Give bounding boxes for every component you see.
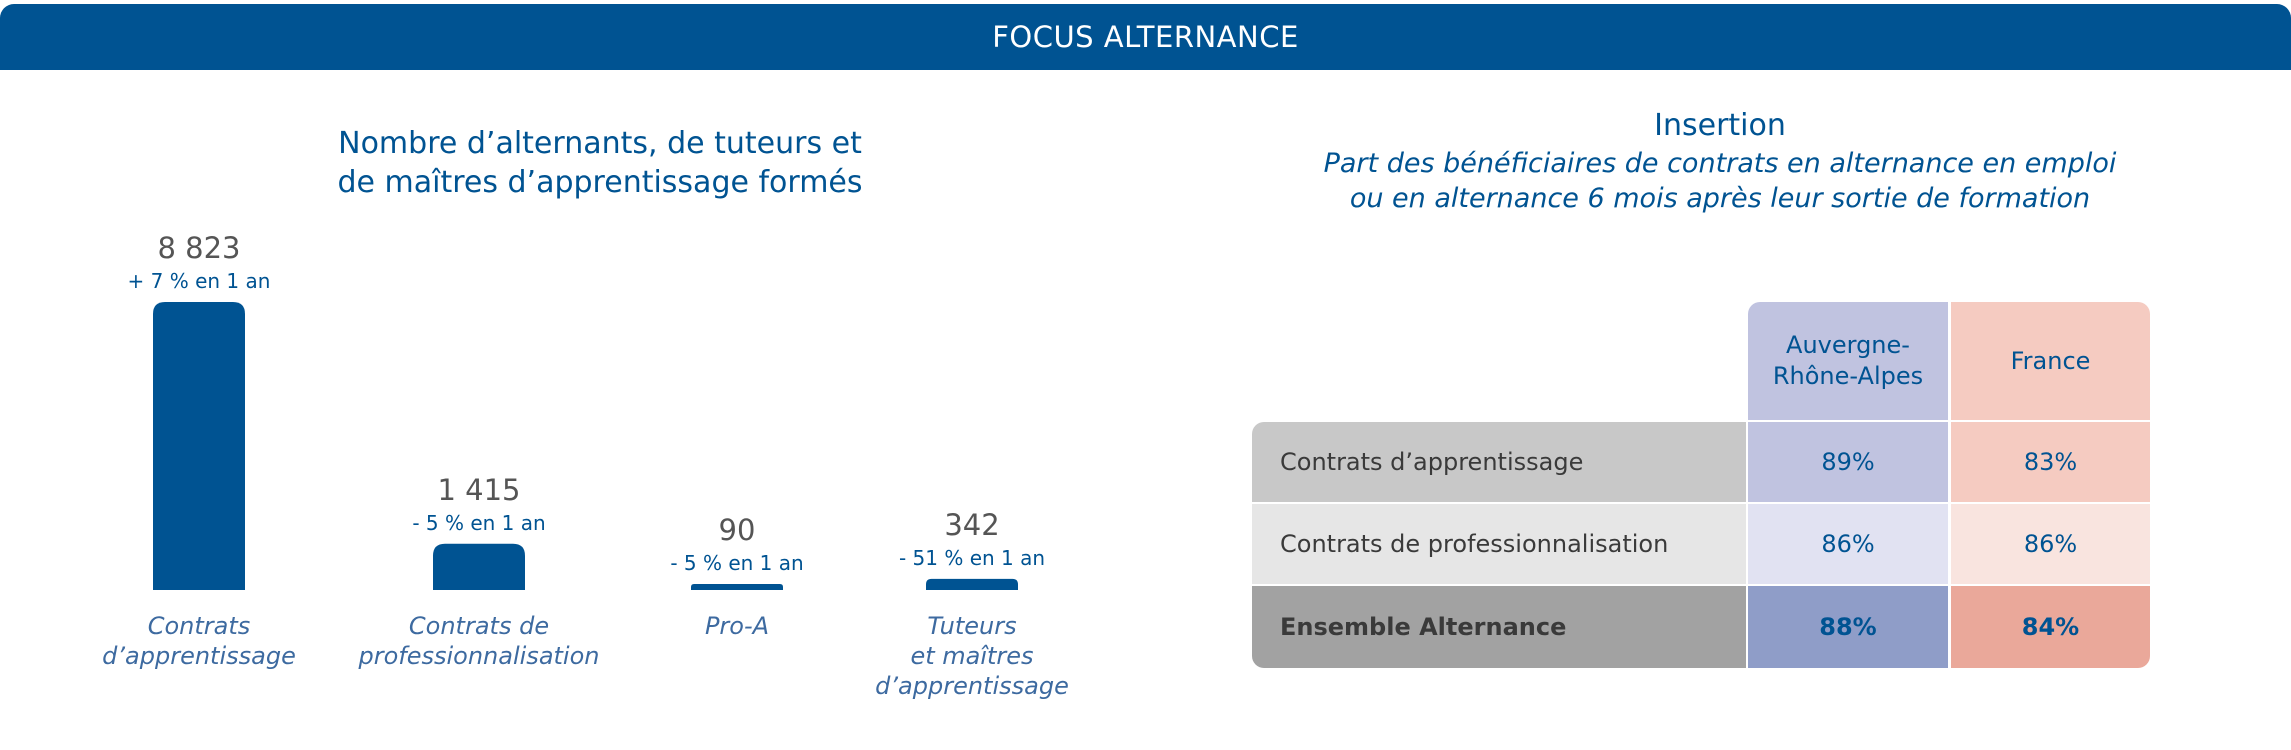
category-label-1-line-2: d’apprentissage — [102, 642, 296, 670]
insertion-subtitle-line1: Part des bénéficiaires de contrats en al… — [1323, 148, 2117, 179]
column-header-ara-line1: Auvergne- — [1786, 331, 1910, 359]
cell-france-contrats-professionnalisation: 86% — [1951, 504, 2150, 584]
column-header-france: France — [1951, 302, 2150, 420]
column-header-auvergne-rhone-alpes: Auvergne- Rhône-Alpes — [1748, 302, 1948, 420]
bar-change-label-4: - 51 % en 1 an — [899, 546, 1045, 570]
row-label-contrats-professionnalisation: Contrats de professionnalisation — [1252, 504, 1746, 584]
banner-title: FOCUS ALTERNANCE — [992, 20, 1299, 54]
insertion-title-block: Insertion Part des bénéficiaires de cont… — [1260, 106, 2180, 216]
cell-ara-contrats-professionnalisation: 86% — [1748, 504, 1948, 584]
insertion-title: Insertion — [1654, 108, 1786, 143]
cell-ara-contrats-apprentissage: 89% — [1748, 422, 1948, 502]
bar-chart-title-line2: de maîtres d’apprentissage formés — [337, 165, 863, 200]
bar-4 — [926, 578, 1018, 590]
bar-value-label-2: 1 415 — [437, 473, 520, 507]
bar-change-label-2: - 5 % en 1 an — [412, 511, 545, 535]
category-label-4-line-2: et maîtres — [910, 642, 1033, 670]
bar-change-label-3: - 5 % en 1 an — [670, 551, 803, 575]
bar-value-label-3: 90 — [719, 513, 756, 547]
category-label-2-line-2: professionnalisation — [357, 642, 599, 670]
bar-value-label-4: 342 — [944, 508, 999, 542]
bar-chart-title-line1: Nombre d’alternants, de tuteurs et — [338, 126, 862, 161]
row-label-contrats-apprentissage: Contrats d’apprentissage — [1252, 422, 1746, 502]
bar-chart: 8 823+ 7 % en 1 anContratsd’apprentissag… — [102, 231, 1069, 700]
banner: FOCUS ALTERNANCE — [0, 4, 2291, 70]
column-header-france-label: France — [2010, 346, 2091, 375]
cell-ara-ensemble-alternance: 88% — [1748, 586, 1948, 668]
insertion-subtitle-line2: ou en alternance 6 mois après leur sorti… — [1349, 183, 2091, 214]
cell-france-ensemble-alternance: 84% — [1951, 586, 2150, 668]
category-label-4-line-1: Tuteurs — [927, 612, 1016, 640]
row-label-ensemble-alternance: Ensemble Alternance — [1252, 586, 1746, 668]
bar-change-label-1: + 7 % en 1 an — [128, 269, 271, 293]
column-header-ara-line2: Rhône-Alpes — [1772, 362, 1924, 390]
category-label-2-line-1: Contrats de — [409, 612, 549, 640]
bar-2 — [433, 543, 525, 590]
bar-value-label-1: 8 823 — [157, 231, 240, 265]
bar-chart-title: Nombre d’alternants, de tuteurs et de ma… — [260, 124, 940, 202]
category-label-1-line-1: Contrats — [148, 612, 251, 640]
bar-1 — [153, 302, 245, 590]
bar-3 — [691, 584, 783, 590]
category-label-4-line-3: d’apprentissage — [875, 672, 1069, 700]
cell-france-contrats-apprentissage: 83% — [1951, 422, 2150, 502]
category-label-3-line-1: Pro-A — [705, 612, 769, 640]
